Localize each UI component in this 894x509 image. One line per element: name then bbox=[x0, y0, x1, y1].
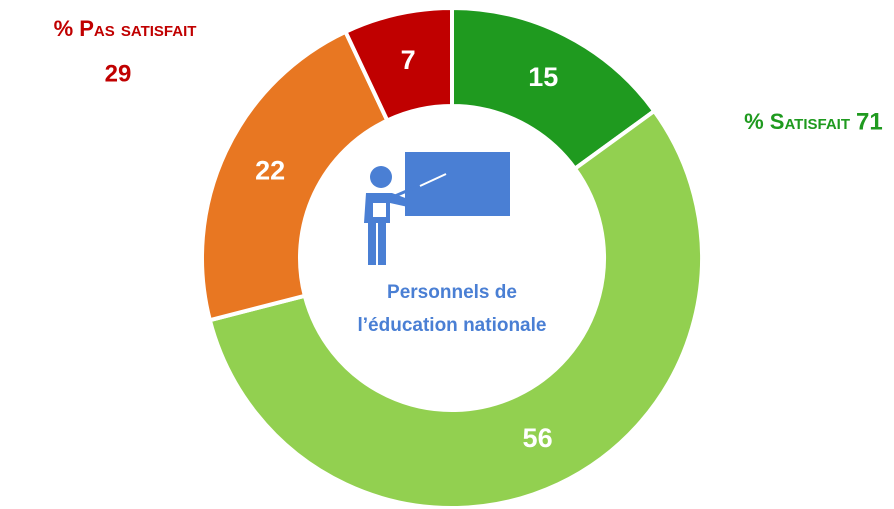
center-text: l’éducation nationale bbox=[358, 315, 547, 336]
annotation-text: % Pas satisfait bbox=[54, 16, 197, 41]
donut-segment bbox=[207, 108, 704, 509]
annotation-text: % Satisfait bbox=[744, 109, 850, 134]
data-label: 22 bbox=[255, 156, 285, 186]
teacher-icon bbox=[364, 152, 510, 265]
data-label: 56 bbox=[523, 423, 553, 453]
data-label: 7 bbox=[401, 45, 416, 75]
annotation-value: 71 bbox=[856, 108, 883, 135]
head bbox=[370, 166, 392, 188]
donut-segment bbox=[342, 5, 454, 124]
center-text: Personnels de bbox=[387, 282, 517, 303]
paper bbox=[373, 203, 386, 217]
annotation-value: 29 bbox=[105, 60, 132, 87]
pointer-tip bbox=[419, 173, 447, 187]
data-label: 15 bbox=[528, 62, 558, 92]
donut-segment bbox=[200, 29, 390, 323]
